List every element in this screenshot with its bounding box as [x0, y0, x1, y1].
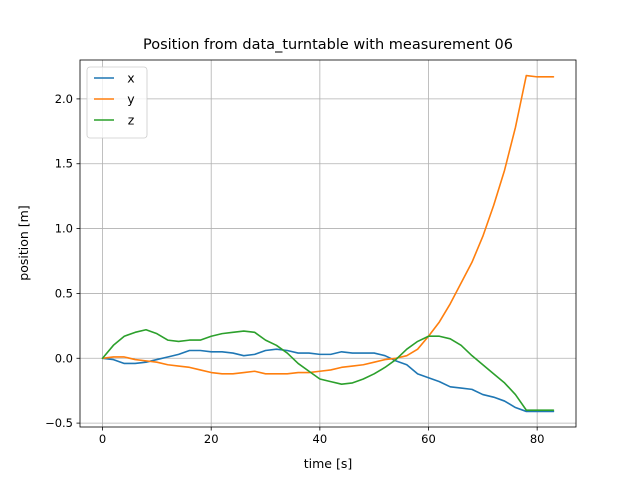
y-tick-label: 0.0 [55, 351, 73, 365]
y-axis-label: position [m] [16, 205, 31, 280]
x-tick-label: 60 [421, 432, 436, 446]
plot-frame [79, 59, 577, 428]
legend-label-z: z [128, 113, 135, 128]
x-tick-label: 20 [204, 432, 219, 446]
x-tick-label: 40 [313, 432, 328, 446]
y-tick-label: −0.5 [45, 416, 73, 430]
y-tick-label: 1.5 [55, 157, 73, 171]
x-tick-label: 0 [99, 432, 106, 446]
legend: xyz [86, 66, 148, 139]
legend-label-y: y [127, 92, 135, 107]
y-tick-label: 0.5 [55, 286, 73, 300]
legend-label-x: x [127, 71, 134, 86]
chart-title: Position from data_turntable with measur… [143, 37, 513, 53]
y-tick-label: 2.0 [55, 92, 73, 106]
y-tick-label: 1.0 [55, 222, 73, 236]
series-line-y [101, 74, 555, 375]
x-axis-label: time [s] [304, 456, 352, 471]
x-tick-label: 80 [530, 432, 545, 446]
series-line-x [101, 348, 555, 413]
grid [80, 60, 576, 427]
axis-ticks: 0 20 40 60 80 −0.5 0.0 0.5 1.0 1.5 2.0 [45, 92, 544, 446]
series-line-z [101, 328, 555, 411]
series-lines [101, 74, 555, 413]
